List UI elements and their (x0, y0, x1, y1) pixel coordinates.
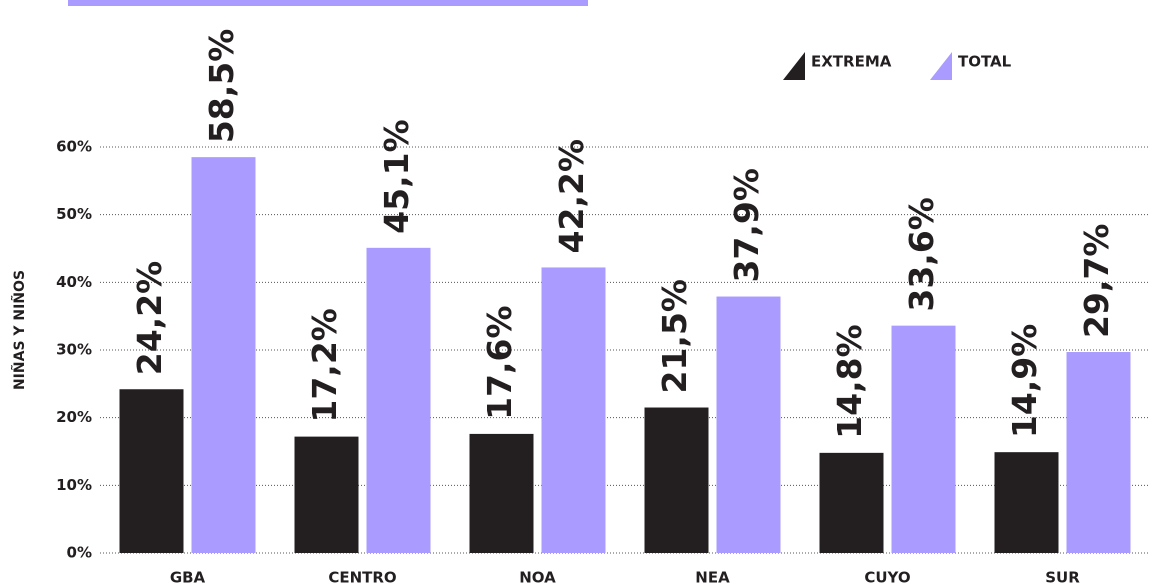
bar (891, 325, 956, 553)
x-tick-label: SUR (1045, 569, 1080, 587)
value-label: 17,2% (305, 308, 344, 423)
value-label: 45,1% (377, 119, 416, 234)
y-tick-label: 20% (56, 408, 92, 426)
y-axis-label: NIÑAS Y NIÑOS (11, 270, 28, 390)
bar (644, 407, 709, 553)
value-label: 17,6% (480, 305, 519, 420)
legend-label: EXTREMA (811, 53, 892, 71)
y-tick-label: 0% (67, 544, 92, 562)
y-tick-label: 50% (56, 205, 92, 223)
value-label: 42,2% (552, 139, 591, 254)
bar (191, 157, 256, 553)
bar (1066, 352, 1131, 553)
banner-strip (68, 0, 588, 6)
value-label: 58,5% (202, 29, 241, 144)
value-label: 33,6% (902, 197, 941, 312)
bar (366, 247, 431, 553)
legend-swatch (930, 52, 952, 80)
value-label: 37,9% (727, 168, 766, 283)
bar (119, 389, 184, 553)
bar (541, 267, 606, 553)
y-tick-label: 60% (56, 138, 92, 156)
x-tick-label: NOA (519, 569, 556, 587)
value-label: 29,7% (1077, 224, 1116, 339)
x-tick-label: CENTRO (328, 569, 396, 587)
x-tick-label: CUYO (864, 569, 910, 587)
value-label: 14,9% (1005, 324, 1044, 439)
legend-label: TOTAL (958, 53, 1012, 71)
y-tick-label: 40% (56, 273, 92, 291)
value-label: 21,5% (655, 279, 694, 394)
bar (716, 296, 781, 553)
y-tick-label: 30% (56, 341, 92, 359)
value-label: 14,8% (830, 324, 869, 439)
y-tick-label: 10% (56, 476, 92, 494)
bar (469, 433, 534, 553)
bar (994, 452, 1059, 553)
bar (294, 436, 359, 553)
value-label: 24,2% (130, 261, 169, 376)
x-tick-label: GBA (170, 569, 206, 587)
legend-swatch (783, 52, 805, 80)
x-tick-label: NEA (695, 569, 730, 587)
bar (819, 452, 884, 553)
